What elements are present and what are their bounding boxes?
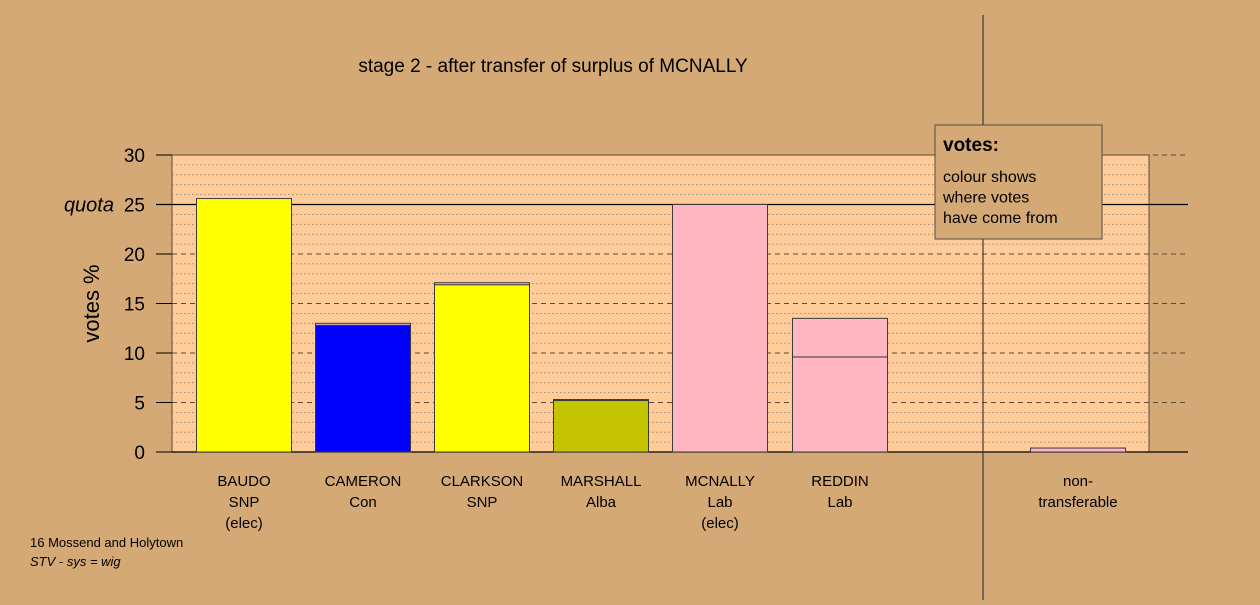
category-label: CLARKSON — [441, 473, 524, 490]
legend-text: have come from — [943, 210, 1058, 227]
bar-segment — [196, 198, 292, 453]
bar-segment — [1030, 447, 1126, 453]
category-label: Con — [349, 494, 377, 511]
ward-label: 16 Mossend and Holytown — [30, 535, 183, 550]
y-tick-label: 0 — [134, 443, 145, 464]
system-label: STV - sys = wig — [30, 554, 121, 569]
category-label: SNP — [229, 494, 260, 511]
bar-segment — [672, 204, 768, 453]
bar-segment — [553, 399, 649, 402]
category-label: MCNALLY — [685, 473, 755, 490]
bar-segment — [553, 400, 649, 453]
chart-title: stage 2 - after transfer of surplus of M… — [358, 56, 748, 77]
legend-box — [934, 124, 1103, 240]
bar-segment — [792, 317, 888, 358]
bar-segment — [315, 322, 411, 326]
category-label: REDDIN — [811, 473, 869, 490]
y-tick-label: 10 — [124, 344, 145, 365]
bar-segment — [434, 282, 530, 286]
category-label: (elec) — [225, 515, 263, 532]
quota-label: quota — [64, 195, 114, 217]
category-label: SNP — [467, 494, 498, 511]
plot-area: 0 5 10 15 20 25 30 quota votes % BAUDO SNP (elec) CA… — [64, 15, 1188, 600]
category-label: BAUDO — [217, 473, 270, 490]
category-label: Lab — [707, 494, 732, 511]
legend-text: where votes — [942, 190, 1029, 207]
y-tick-label: 25 — [124, 196, 145, 217]
bar-segment — [434, 284, 530, 453]
category-label: Alba — [586, 494, 617, 511]
y-tick-label: 20 — [124, 245, 145, 266]
bar-segment — [315, 324, 411, 453]
category-label: non- — [1063, 473, 1093, 490]
y-axis-label: votes % — [79, 264, 104, 342]
y-tick-label: 15 — [124, 295, 145, 316]
category-label: transferable — [1038, 494, 1117, 511]
bar-segment — [792, 356, 888, 453]
legend-title: votes: — [943, 135, 999, 156]
category-label: Lab — [827, 494, 852, 511]
category-label: CAMERON — [325, 473, 402, 490]
y-tick-label: 30 — [124, 146, 145, 167]
category-label: MARSHALL — [561, 473, 642, 490]
category-label: (elec) — [701, 515, 739, 532]
y-tick-label: 5 — [134, 394, 145, 415]
legend-text: colour shows — [943, 169, 1036, 186]
